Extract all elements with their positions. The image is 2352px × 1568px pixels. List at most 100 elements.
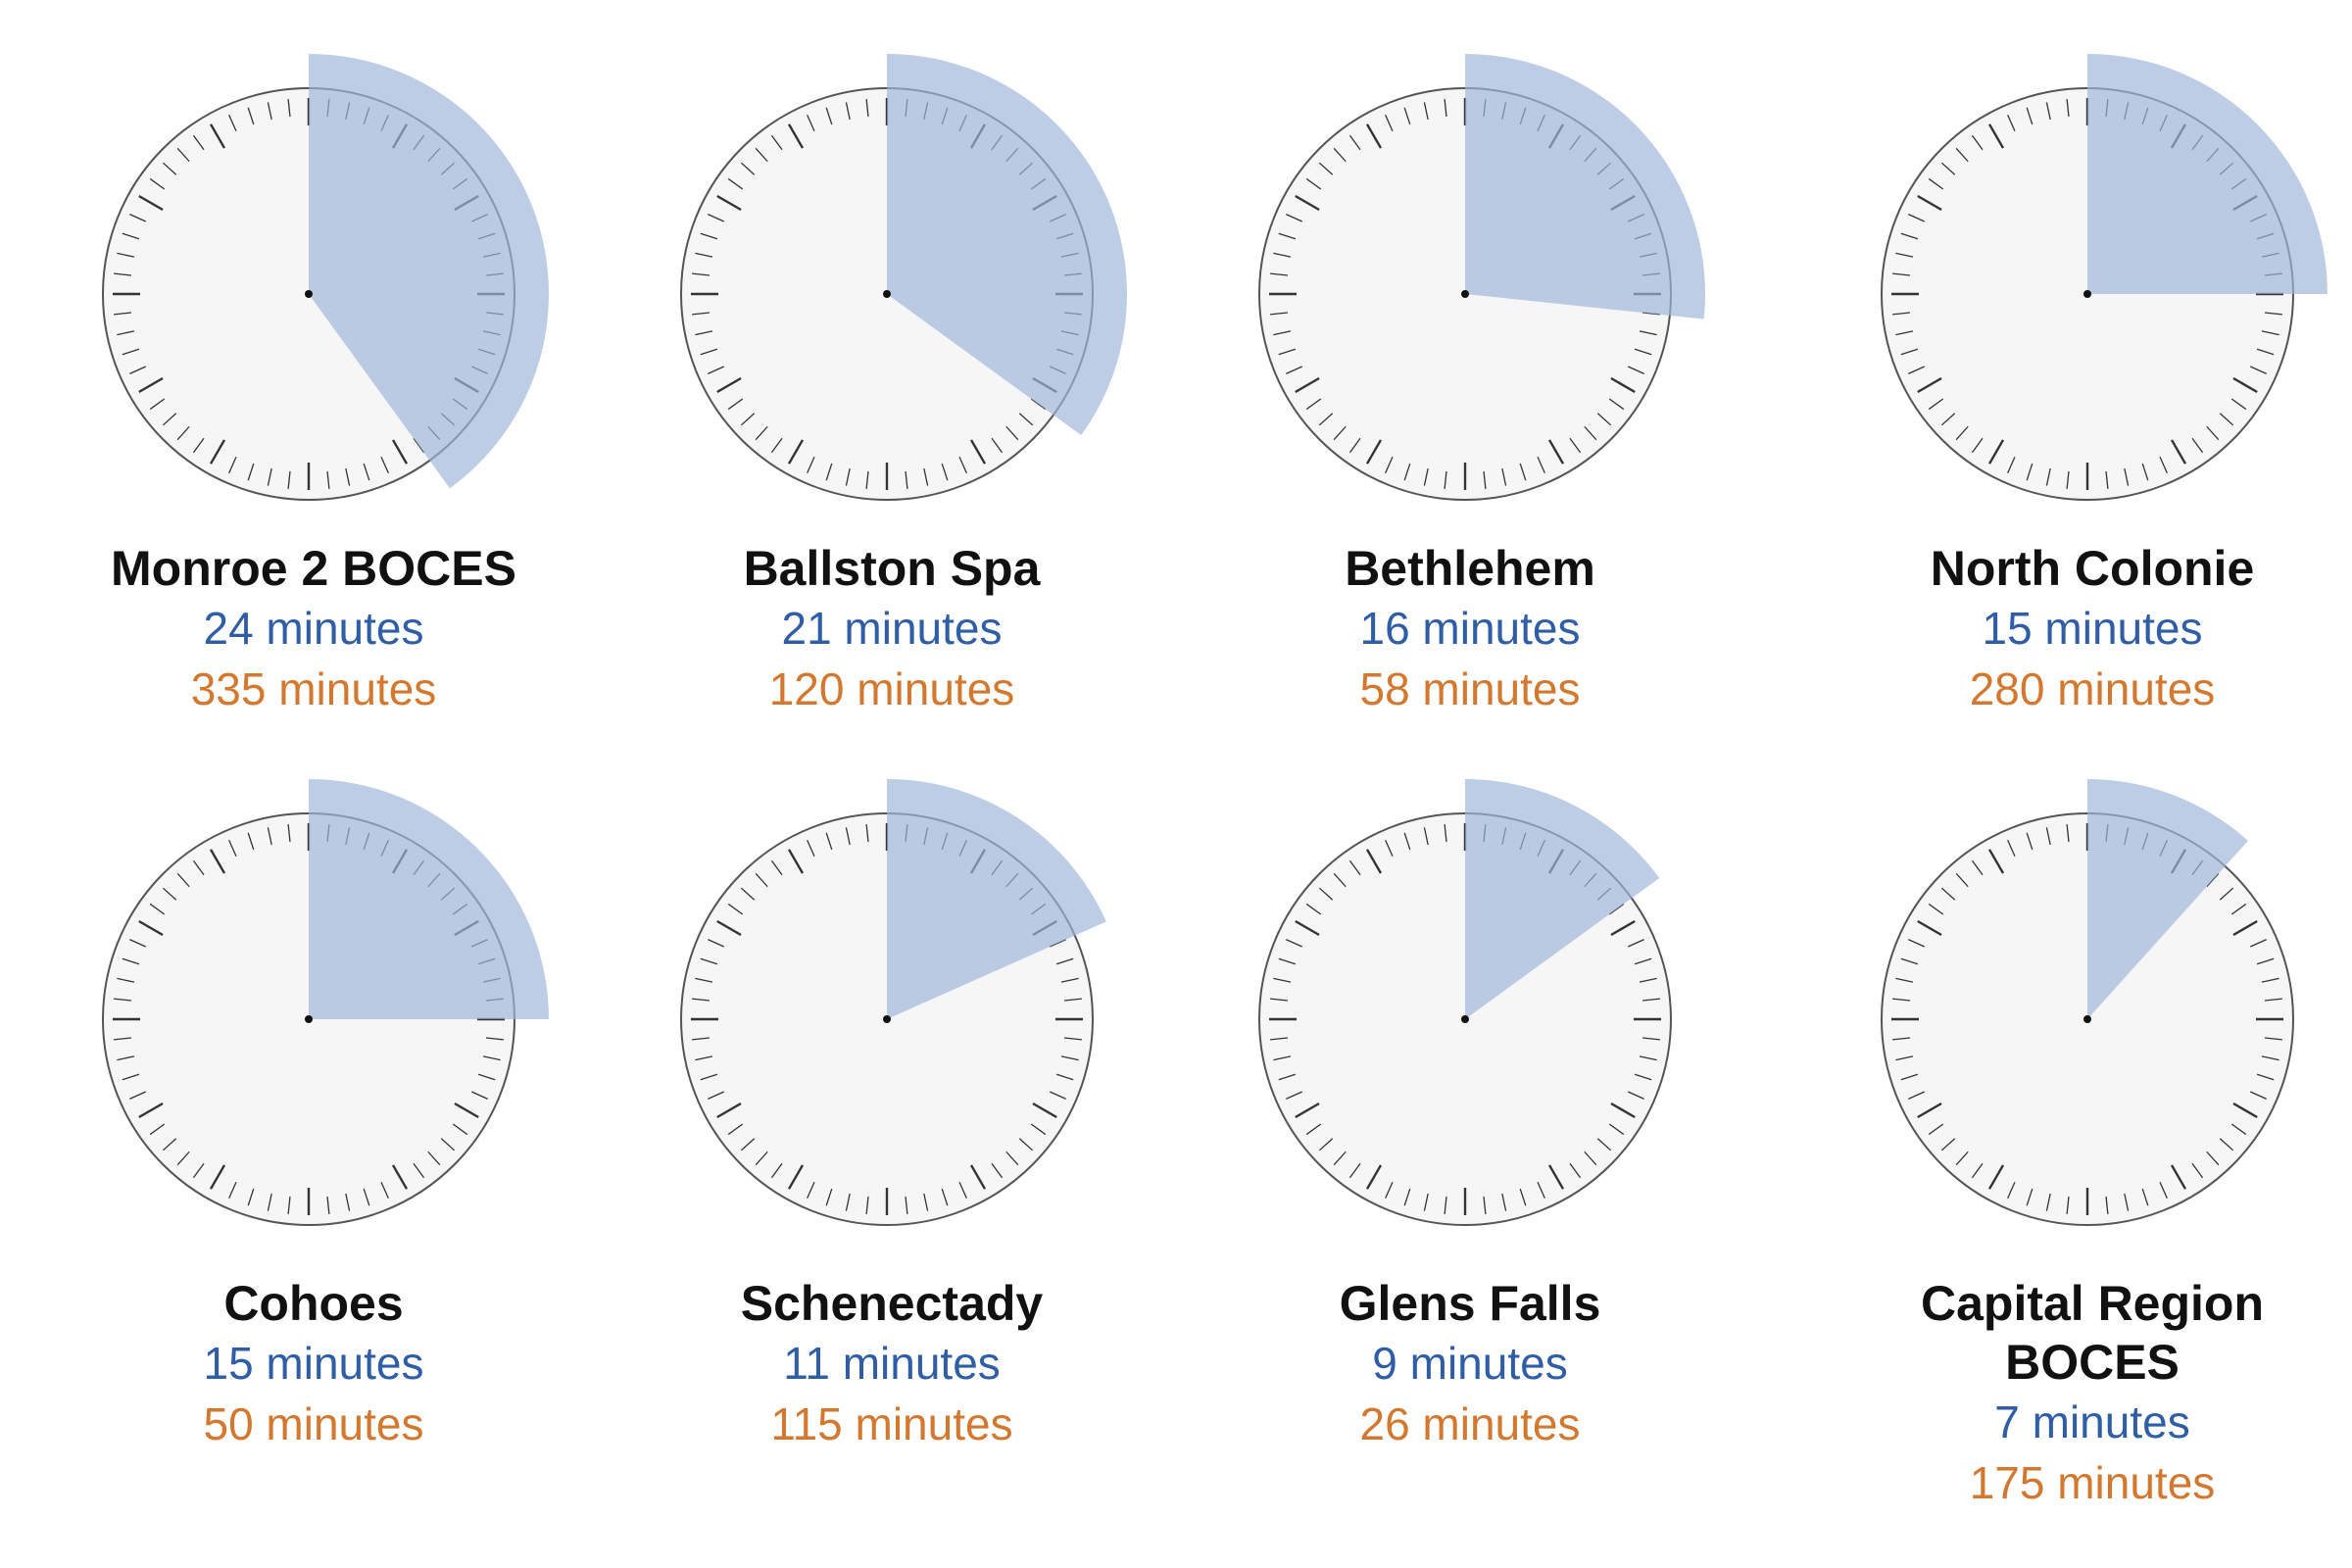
minor-tick — [1423, 102, 1429, 121]
minor-tick — [695, 1055, 713, 1061]
minor-tick — [1928, 177, 1944, 190]
minor-tick — [1318, 413, 1334, 426]
primary-minutes-label: 24 minutes — [203, 603, 424, 654]
minor-tick — [485, 1037, 504, 1041]
minor-tick — [807, 115, 815, 131]
minor-tick — [176, 147, 190, 163]
minor-tick — [695, 330, 713, 336]
minor-tick — [958, 1182, 967, 1199]
minor-tick — [2007, 457, 2016, 473]
minor-tick — [2045, 467, 2051, 486]
minor-tick — [482, 1055, 501, 1061]
minor-tick — [1955, 872, 1969, 888]
minor-tick — [692, 998, 710, 1002]
minor-tick — [267, 467, 272, 486]
major-tick — [209, 1164, 226, 1190]
minor-tick — [1639, 330, 1657, 336]
minor-tick — [1385, 840, 1394, 857]
minor-tick — [287, 470, 291, 489]
major-tick — [1295, 919, 1320, 937]
minor-tick — [2141, 463, 2149, 481]
clock-item: Capital Region BOCES 7 minutes 175 minutes — [1798, 764, 2352, 1509]
minor-tick — [2230, 398, 2247, 411]
clock-dial — [1881, 54, 2328, 501]
minor-tick — [1537, 1182, 1545, 1199]
minor-tick — [1005, 425, 1019, 441]
minor-tick — [807, 457, 815, 473]
major-tick — [787, 123, 805, 149]
minor-tick — [755, 872, 768, 888]
minor-tick — [1895, 1055, 1914, 1061]
minor-tick — [1333, 1151, 1347, 1166]
minor-tick — [440, 1138, 456, 1152]
minor-tick — [1642, 998, 1660, 1002]
minor-tick — [149, 177, 166, 190]
clock-dial — [1881, 779, 2294, 1226]
minor-tick — [1305, 177, 1322, 190]
minor-tick — [1273, 977, 1292, 983]
minor-tick — [1971, 1162, 1984, 1179]
major-tick — [1032, 1102, 1057, 1119]
minor-tick — [1348, 859, 1361, 876]
minor-tick — [740, 162, 756, 175]
major-tick — [1987, 1164, 2005, 1190]
major-tick — [1610, 1102, 1636, 1119]
minor-tick — [845, 1193, 851, 1211]
minor-tick — [162, 887, 177, 901]
minor-tick — [1971, 859, 1984, 876]
minor-tick — [228, 115, 237, 131]
minor-tick — [1385, 457, 1394, 473]
clock-item: Bethlehem 16 minutes 58 minutes — [1176, 39, 1764, 784]
minor-tick — [1270, 1037, 1289, 1041]
minor-tick — [695, 252, 713, 258]
minor-tick — [1348, 1162, 1361, 1179]
minor-tick — [1483, 470, 1487, 489]
minor-tick — [770, 437, 783, 454]
minor-tick — [991, 437, 1004, 454]
minor-tick — [176, 1151, 190, 1166]
minor-tick — [1060, 977, 1079, 983]
minor-tick — [1584, 1151, 1597, 1166]
minor-tick — [1628, 939, 1644, 948]
major-tick — [1917, 376, 1942, 394]
minor-tick — [1608, 398, 1625, 411]
major-tick — [1365, 439, 1383, 465]
minor-tick — [345, 467, 351, 486]
major-tick — [969, 439, 987, 465]
minor-tick — [991, 1162, 1004, 1179]
minor-tick — [1892, 312, 1911, 316]
minor-tick — [2141, 1188, 2149, 1206]
minor-tick — [1908, 214, 1925, 222]
minor-tick — [1584, 425, 1597, 441]
major-tick — [209, 849, 226, 874]
minor-tick — [2066, 824, 2070, 843]
minor-tick — [865, 99, 869, 118]
minor-tick — [267, 102, 272, 121]
minor-tick — [1333, 425, 1347, 441]
minor-tick — [825, 463, 833, 481]
minor-tick — [149, 398, 166, 411]
minor-tick — [700, 232, 718, 240]
minor-tick — [287, 824, 291, 843]
minor-tick — [1569, 437, 1582, 454]
minor-tick — [1642, 312, 1660, 316]
minor-tick — [1063, 1037, 1082, 1041]
minor-tick — [1423, 827, 1429, 846]
clock-item: Ballston Spa 21 minutes 120 minutes — [598, 39, 1186, 784]
minor-tick — [117, 977, 135, 983]
minor-tick — [2191, 437, 2204, 454]
minor-tick — [380, 1182, 389, 1199]
major-tick — [1365, 123, 1383, 149]
minor-tick — [1385, 1182, 1394, 1199]
minor-tick — [1278, 957, 1297, 965]
minor-tick — [1955, 147, 1969, 163]
minor-tick — [2124, 467, 2130, 486]
minor-tick — [1596, 413, 1612, 426]
minor-tick — [287, 1196, 291, 1214]
secondary-minutes-label: 115 minutes — [770, 1398, 1013, 1449]
minor-tick — [1955, 1151, 1969, 1166]
minor-tick — [1895, 977, 1914, 983]
minor-tick — [1940, 887, 1956, 901]
minor-tick — [2256, 957, 2275, 965]
major-tick — [716, 919, 742, 937]
